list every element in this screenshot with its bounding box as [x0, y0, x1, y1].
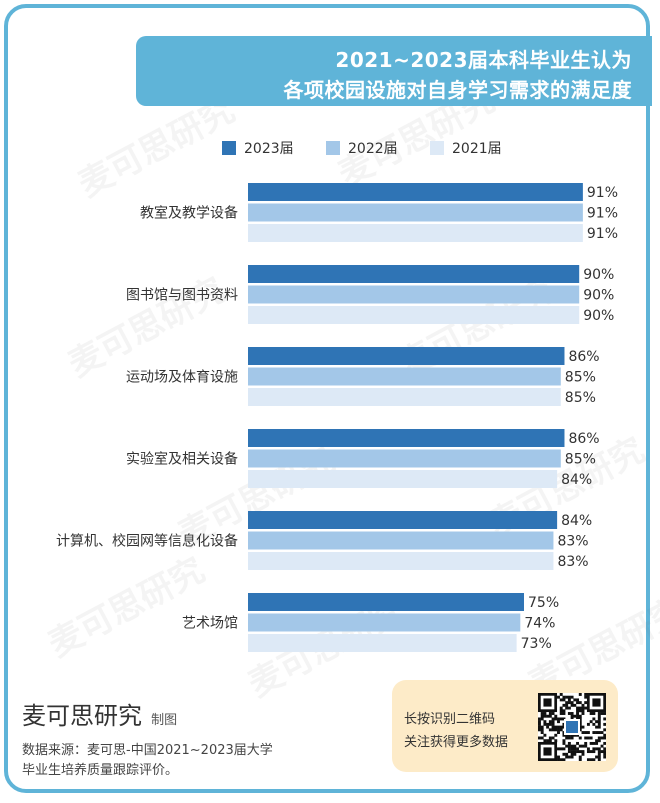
category-label-3: 实验室及相关设备: [126, 451, 238, 468]
bar-0-2: [248, 224, 583, 242]
legend-item-2023: 2023届: [222, 138, 294, 158]
bar-3-0: [248, 429, 565, 447]
bar-2-2: [248, 388, 561, 406]
bar-5-2: [248, 634, 517, 652]
qr-caption-line-2: 关注获得更多数据: [404, 735, 509, 750]
value-label-1-1: 90%: [583, 288, 614, 304]
category-label-2: 运动场及体育设施: [126, 370, 238, 386]
qr-promo-box: 长按识别二维码 关注获得更多数据: [392, 680, 618, 772]
value-label-2-2: 85%: [565, 390, 596, 406]
value-label-0-1: 91%: [587, 206, 618, 222]
chart-legend: 2023届 2022届 2021届: [0, 138, 660, 162]
qr-caption-line-1: 长按识别二维码: [404, 712, 496, 727]
value-label-3-1: 85%: [565, 452, 596, 468]
footer-brand: 麦可思研究 制图: [22, 696, 177, 731]
bar-4-1: [248, 531, 554, 550]
source-note-line-1: 数据来源：麦可思-中国2021~2023届大学: [22, 743, 273, 758]
bar-1-2: [248, 306, 580, 324]
bar-3-1: [248, 449, 561, 468]
brand-suffix: 制图: [151, 713, 178, 728]
legend-item-2021: 2021届: [430, 138, 502, 158]
legend-swatch-2022: [326, 141, 340, 155]
title-banner: 2021~2023届本科毕业生认为 各项校园设施对自身学习需求的满足度: [136, 36, 652, 106]
legend-swatch-2021: [430, 141, 444, 155]
bar-2-1: [248, 367, 561, 386]
category-label-5: 艺术场馆: [182, 616, 238, 632]
legend-label-2021: 2021届: [452, 141, 502, 157]
bar-1-0: [248, 265, 580, 283]
qr-code-icon[interactable]: [538, 693, 606, 761]
value-label-5-2: 73%: [521, 636, 552, 652]
value-label-2-0: 86%: [568, 349, 599, 365]
legend-label-2022: 2022届: [348, 141, 398, 157]
bars-group: [248, 183, 583, 652]
value-label-4-2: 83%: [557, 554, 588, 570]
value-label-5-0: 75%: [528, 595, 559, 611]
category-label-0: 教室及教学设备: [140, 205, 238, 222]
value-label-4-1: 83%: [557, 534, 588, 550]
category-labels: 教室及教学设备图书馆与图书资料运动场及体育设施实验室及相关设备计算机、校园网等信…: [56, 205, 238, 632]
bar-4-0: [248, 511, 558, 529]
category-label-1: 图书馆与图书资料: [126, 288, 238, 304]
bar-3-2: [248, 470, 558, 488]
bar-1-1: [248, 285, 580, 304]
value-labels: 91% 91% 91% 90% 90% 90% 86% 85% 85% 86% 85% 84% 84% 8…: [521, 185, 618, 652]
bar-0-1: [248, 203, 583, 222]
value-label-0-2: 91%: [587, 226, 618, 242]
bar-5-1: [248, 613, 521, 632]
value-label-4-0: 84%: [561, 513, 592, 529]
chart-title-line-1: 2021~2023届本科毕业生认为: [335, 48, 632, 72]
bar-0-0: [248, 183, 583, 201]
bar-4-2: [248, 552, 554, 570]
bar-2-0: [248, 347, 565, 365]
category-label-4: 计算机、校园网等信息化设备: [56, 533, 238, 550]
value-label-5-1: 74%: [524, 616, 555, 632]
value-label-3-2: 84%: [561, 472, 592, 488]
value-label-1-0: 90%: [583, 267, 614, 283]
value-label-3-0: 86%: [568, 431, 599, 447]
legend-label-2023: 2023届: [244, 141, 294, 157]
chart-title-line-2: 各项校园设施对自身学习需求的满足度: [283, 78, 632, 102]
value-label-0-0: 91%: [587, 185, 618, 201]
value-label-1-2: 90%: [583, 308, 614, 324]
bar-5-0: [248, 593, 524, 611]
legend-swatch-2023: [222, 141, 236, 155]
legend-item-2022: 2022届: [326, 138, 398, 158]
source-note-line-2: 毕业生培养质量跟踪评价。: [22, 763, 179, 778]
brand-name: 麦可思研究: [22, 702, 142, 730]
value-label-2-1: 85%: [565, 370, 596, 386]
